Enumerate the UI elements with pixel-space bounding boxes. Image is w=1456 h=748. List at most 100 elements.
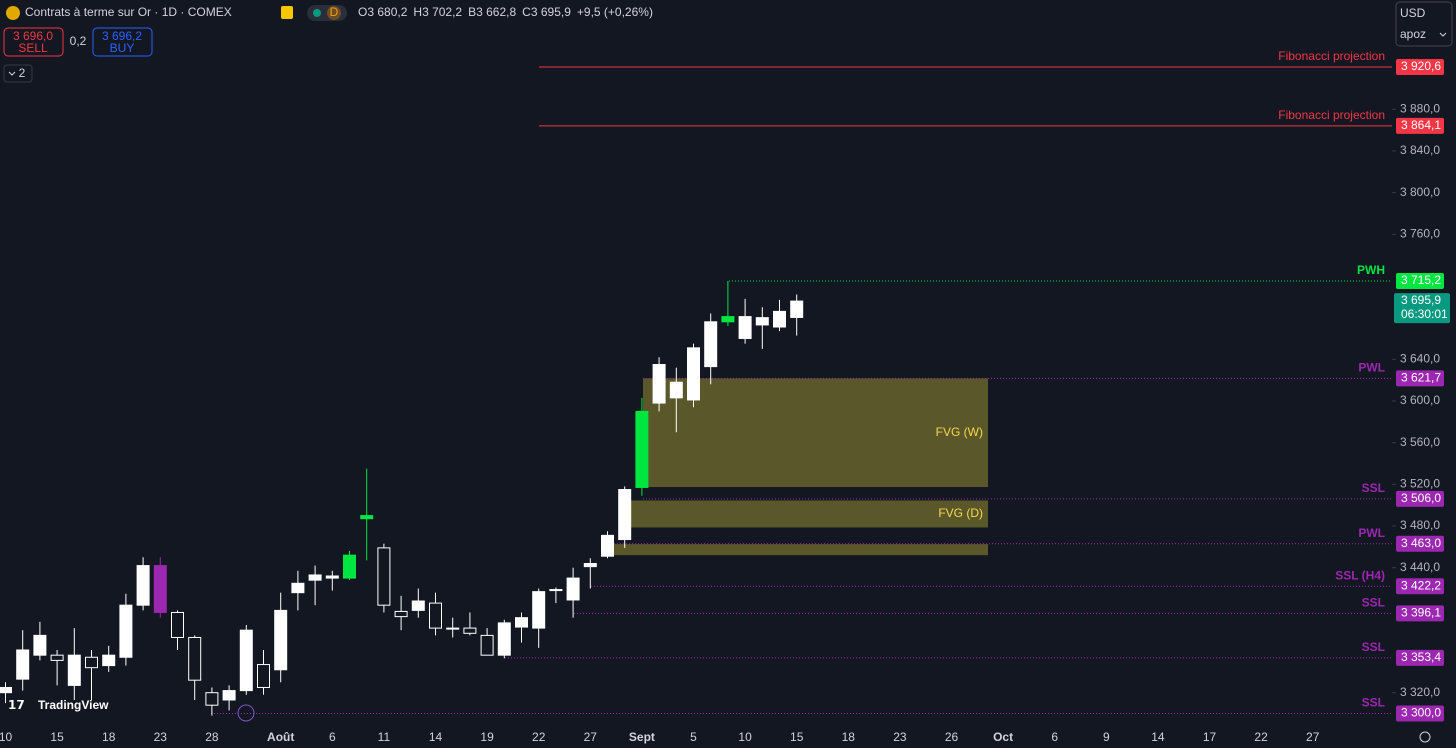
level-price-box [1396,272,1444,289]
badge: D [330,5,339,19]
level-price: 3 506,0 [1401,491,1441,505]
candle-body [566,577,580,601]
x-tick-label: Oct [993,730,1013,744]
candle-body [102,654,116,667]
sell-button[interactable] [3,27,64,57]
buy-button[interactable] [92,27,153,57]
plot: FVG (W) FVG (D) Fibonacci projection Fibona… [0,49,1392,716]
settings-icon[interactable] [1419,731,1431,743]
level-price: 3 300,0 [1401,706,1441,720]
level-price-box [1396,705,1444,722]
zone-label: FVG (W) [936,425,983,439]
candle-body [394,610,408,618]
candle-body [16,649,30,680]
candle-body [136,565,150,606]
spread: 0,2 [70,34,87,48]
x-tick-label: 22 [1254,730,1268,744]
level-label: PWL [1358,526,1385,540]
candle-body [67,654,81,686]
candle-body [618,489,632,541]
level-label: SSL [1362,596,1385,610]
x-tick-label: 14 [1151,730,1165,744]
x-tick-label: 17 [1203,730,1217,744]
ohlc-key: O [358,5,367,19]
y-tick-label: 3 760,0 [1400,226,1440,240]
y-tick-label: 3 640,0 [1400,351,1440,365]
level-price-box [1396,370,1444,387]
status-dot [313,9,321,17]
x-tick-label: 27 [1306,730,1320,744]
x-tick-label: 6 [1051,730,1058,744]
currency: USD [1400,6,1426,20]
candle-body [755,317,769,326]
candle-body [33,634,47,656]
y-tick-label: 3 560,0 [1400,435,1440,449]
candle-body [738,316,752,339]
candle-body [239,629,253,692]
change: +9,5 (+0,26%) [577,5,653,19]
x-tick-label: 15 [50,730,64,744]
candle-body [773,310,786,328]
level-label: PWH [1357,263,1385,277]
candle-body [446,627,460,630]
level-price: 3 621,7 [1401,371,1441,385]
fvg-zone [643,378,988,488]
level-label: SSL [1362,481,1385,495]
level-price: 3 920,6 [1401,59,1441,73]
ohlc-value: 3 680,2 [367,5,407,19]
x-tick-label: 26 [945,730,959,744]
candle-body [463,627,477,634]
x-tick-label: 5 [690,730,697,744]
level-price-box [1396,117,1444,134]
x-tick-label: 27 [584,730,598,744]
x-tick-label: 22 [532,730,546,744]
ohlc-key: B [468,5,476,19]
candle-body [429,602,442,629]
countdown: 06:30:01 [1401,307,1448,321]
level-price: 3 715,2 [1401,273,1441,287]
candle-body [721,316,735,323]
x-tick-label: 18 [842,730,856,744]
candle-body [669,381,683,399]
brand: TradingView [38,698,109,712]
x-tick-label: 15 [790,730,804,744]
candle-body [205,692,219,706]
candle-body [257,664,270,688]
currency-box[interactable] [1395,1,1453,47]
candle-body [222,690,236,701]
candle-body [85,656,98,669]
y-tick-label: 3 440,0 [1400,560,1440,574]
candle-body [308,574,322,581]
ohlc-value: 3 662,8 [476,5,516,19]
candle-body [377,547,391,606]
nav-icon[interactable] [237,704,255,722]
x-tick-label: 23 [154,730,168,744]
account: apoz [1400,27,1426,41]
x-tick-label: Août [267,730,294,744]
symbol: Contrats à terme sur Or · 1D · COMEX [25,5,232,19]
level-label: SSL [1362,640,1385,654]
badge-circle [327,6,341,20]
level-price-box [1396,535,1444,552]
flag[interactable] [281,6,293,19]
level-price-box [1396,490,1444,507]
level-label: Fibonacci projection [1278,49,1385,63]
ohlc-value: 3 695,9 [531,5,571,19]
candle-body [360,515,374,520]
chevron [8,71,16,76]
x-tick-label: 6 [329,730,336,744]
ohlc: O3 680,2 H3 702,2 B3 662,8 C3 695,9 +9,5 (+0… [358,5,653,19]
level-price-box [1396,58,1444,75]
candle-body [652,364,666,404]
candle-body [119,604,133,658]
level-label: PWL [1358,361,1385,375]
y-tick-label: 3 840,0 [1400,143,1440,157]
indicators-toggle[interactable] [3,64,33,83]
candle-body [274,609,288,671]
sell-label: SELL [18,41,48,55]
x-tick-label: 23 [893,730,907,744]
y-tick-label: 3 880,0 [1400,101,1440,115]
candle-body [601,534,614,557]
candle-body [497,622,511,656]
